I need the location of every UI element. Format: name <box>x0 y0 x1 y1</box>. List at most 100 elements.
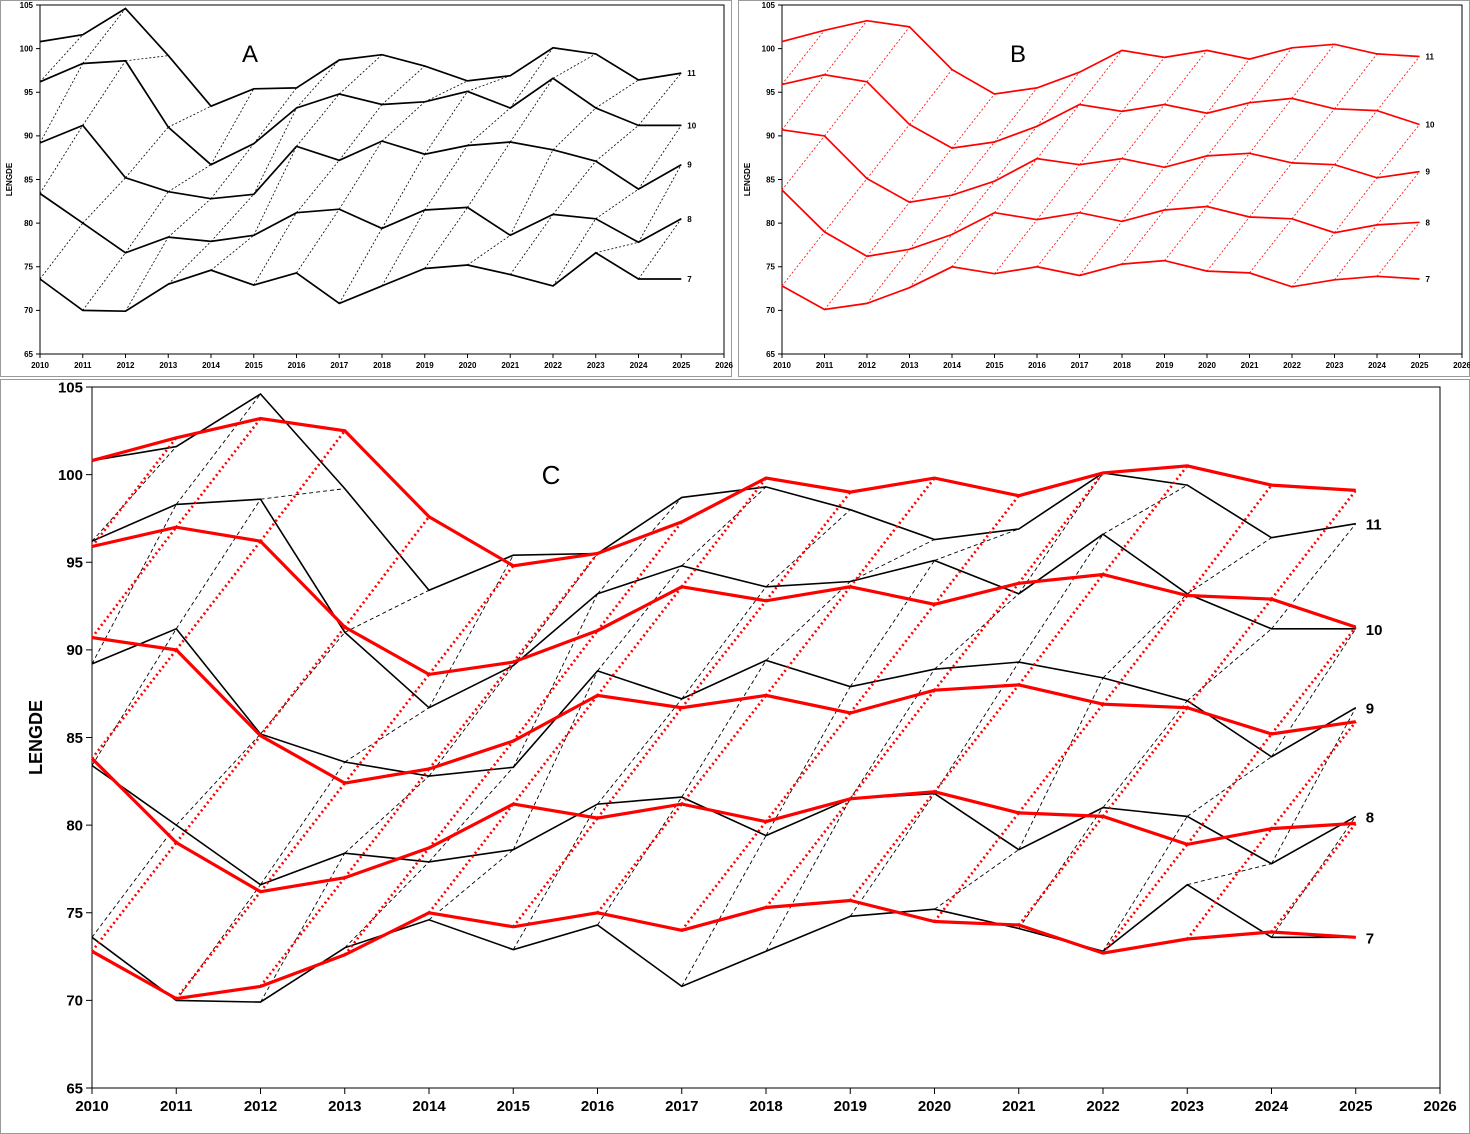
cohort-link-10-2015 <box>253 87 297 144</box>
cohort-link-8-2022 <box>552 160 597 215</box>
cohort-link-8-2012 <box>125 191 169 254</box>
panel-letter: B <box>1010 41 1026 68</box>
x-tick-label: 2012 <box>117 361 135 370</box>
y-tick-label: 70 <box>24 306 33 315</box>
cohort-link-8-2013 <box>344 775 430 854</box>
cohort-link-10-2017 <box>338 54 383 95</box>
series-end-label: 8 <box>1426 218 1431 227</box>
x-tick-label: 2014 <box>202 361 220 370</box>
cohort-link-8-2017 <box>1079 158 1123 213</box>
y-tick-label: 95 <box>66 555 83 572</box>
x-tick-label: 2021 <box>1241 361 1259 370</box>
y-tick-label: 90 <box>766 132 775 141</box>
cohort-link-10-2014 <box>951 93 995 149</box>
y-tick-label: 80 <box>766 219 775 228</box>
cohort-link-9-2024 <box>638 125 682 190</box>
y-tick-label: 105 <box>762 1 776 10</box>
cohort-link-7-2016 <box>597 796 683 926</box>
cohort-link-9-2016 <box>597 565 683 672</box>
cohort-link-8-2014 <box>210 194 255 242</box>
cohort-link-9-2017 <box>338 104 383 161</box>
cohort-link-10-2015 <box>512 553 598 666</box>
y-axis-label: LENGDE <box>26 700 46 775</box>
x-tick-label: 2013 <box>328 1098 361 1115</box>
cohort-link-8-2014 <box>428 766 514 863</box>
cohort-link-7-2014 <box>210 235 255 271</box>
y-tick-label: 100 <box>762 44 776 53</box>
cohort-link-8-2022 <box>1102 700 1188 808</box>
cohort-link-9-2021 <box>509 78 554 143</box>
y-tick-label: 100 <box>20 44 34 53</box>
cohort-link-10-2018 <box>1121 57 1165 112</box>
x-tick-label: 2011 <box>816 361 834 370</box>
cohort-link-8-2016 <box>1036 164 1080 220</box>
cohort-link-8-2010 <box>90 649 178 760</box>
plot-area <box>781 4 1463 355</box>
x-tick-label: 2015 <box>497 1098 530 1115</box>
cohort-link-8-2017 <box>680 694 768 805</box>
cohort-link-10-2012 <box>260 488 345 500</box>
cohort-link-7-2010 <box>781 231 825 287</box>
cohort-link-10-2018 <box>381 65 426 105</box>
cohort-link-10-2011 <box>175 393 261 505</box>
cohort-link-10-2012 <box>125 55 169 62</box>
x-tick-label: 2026 <box>1453 361 1470 370</box>
x-tick-label: 2023 <box>587 361 605 370</box>
cohort-link-10-2010 <box>781 30 825 85</box>
x-tick-label: 2017 <box>665 1098 698 1115</box>
cohort-link-9-2017 <box>680 600 768 709</box>
cohort-link-9-2022 <box>1101 594 1189 705</box>
y-tick-label: 65 <box>66 1080 83 1097</box>
cohort-link-7-2010 <box>90 841 178 953</box>
cohort-link-10-2024 <box>1271 523 1357 630</box>
series-line-age-9 <box>91 627 1357 777</box>
x-tick-label: 2020 <box>459 361 477 370</box>
cohort-link-7-2023 <box>1187 863 1272 886</box>
cohort-link-7-2022 <box>1291 232 1335 288</box>
x-tick-label: 2020 <box>918 1098 951 1115</box>
cohort-link-10-2023 <box>1334 53 1378 110</box>
cohort-link-8-2018 <box>381 153 426 229</box>
y-tick-label: 70 <box>766 306 775 315</box>
cohort-link-9-2015 <box>512 629 599 742</box>
cohort-link-9-2010 <box>781 74 825 131</box>
series-line-age-7 <box>39 251 682 313</box>
cohort-link-7-2019 <box>424 207 468 269</box>
cohort-link-10-2019 <box>424 80 468 103</box>
cohort-link-8-2012 <box>260 761 346 885</box>
cohort-link-9-2013 <box>909 147 953 203</box>
y-tick-label: 105 <box>20 1 34 10</box>
cohort-link-7-2013 <box>344 861 430 949</box>
cohort-link-8-2017 <box>338 140 383 210</box>
cohort-link-9-2023 <box>1334 110 1378 165</box>
x-tick-label: 2024 <box>1368 361 1386 370</box>
cohort-link-7-2011 <box>175 884 261 1001</box>
cohort-link-9-2019 <box>849 560 935 687</box>
x-tick-label: 2018 <box>1113 361 1131 370</box>
plot-area <box>39 4 725 355</box>
cohort-link-9-2013 <box>344 707 430 763</box>
cohort-link-8-2014 <box>951 180 995 235</box>
cohort-link-9-2012 <box>125 126 169 179</box>
cohort-link-9-2018 <box>765 581 851 661</box>
series-end-label: 8 <box>687 215 692 224</box>
cohort-link-8-2022 <box>1291 164 1335 220</box>
cohort-link-7-2015 <box>512 803 598 950</box>
cohort-link-7-2016 <box>596 803 683 914</box>
y-tick-label: 70 <box>66 993 83 1010</box>
cohort-link-7-2014 <box>951 212 995 267</box>
cohort-link-7-2017 <box>681 835 767 987</box>
x-tick-label: 2025 <box>1411 361 1429 370</box>
cohort-link-10-2019 <box>850 539 935 582</box>
cohort-link-7-2012 <box>260 852 346 1003</box>
series-end-label: 7 <box>687 275 692 284</box>
cohort-link-10-2011 <box>82 8 126 64</box>
cohort-link-8-2021 <box>1018 677 1104 850</box>
y-axis-label: LENGDE <box>5 162 14 196</box>
y-tick-label: 65 <box>766 350 775 359</box>
series-line-age-8 <box>781 189 1420 258</box>
series-line-age-10 <box>91 525 1357 677</box>
series-end-label: 7 <box>1426 275 1431 284</box>
panel-c: 65 70 75 80 85 90 95 100 105 2010 2011 2012 2013 2014… <box>0 379 1470 1134</box>
cohort-link-8-2016 <box>296 160 340 213</box>
